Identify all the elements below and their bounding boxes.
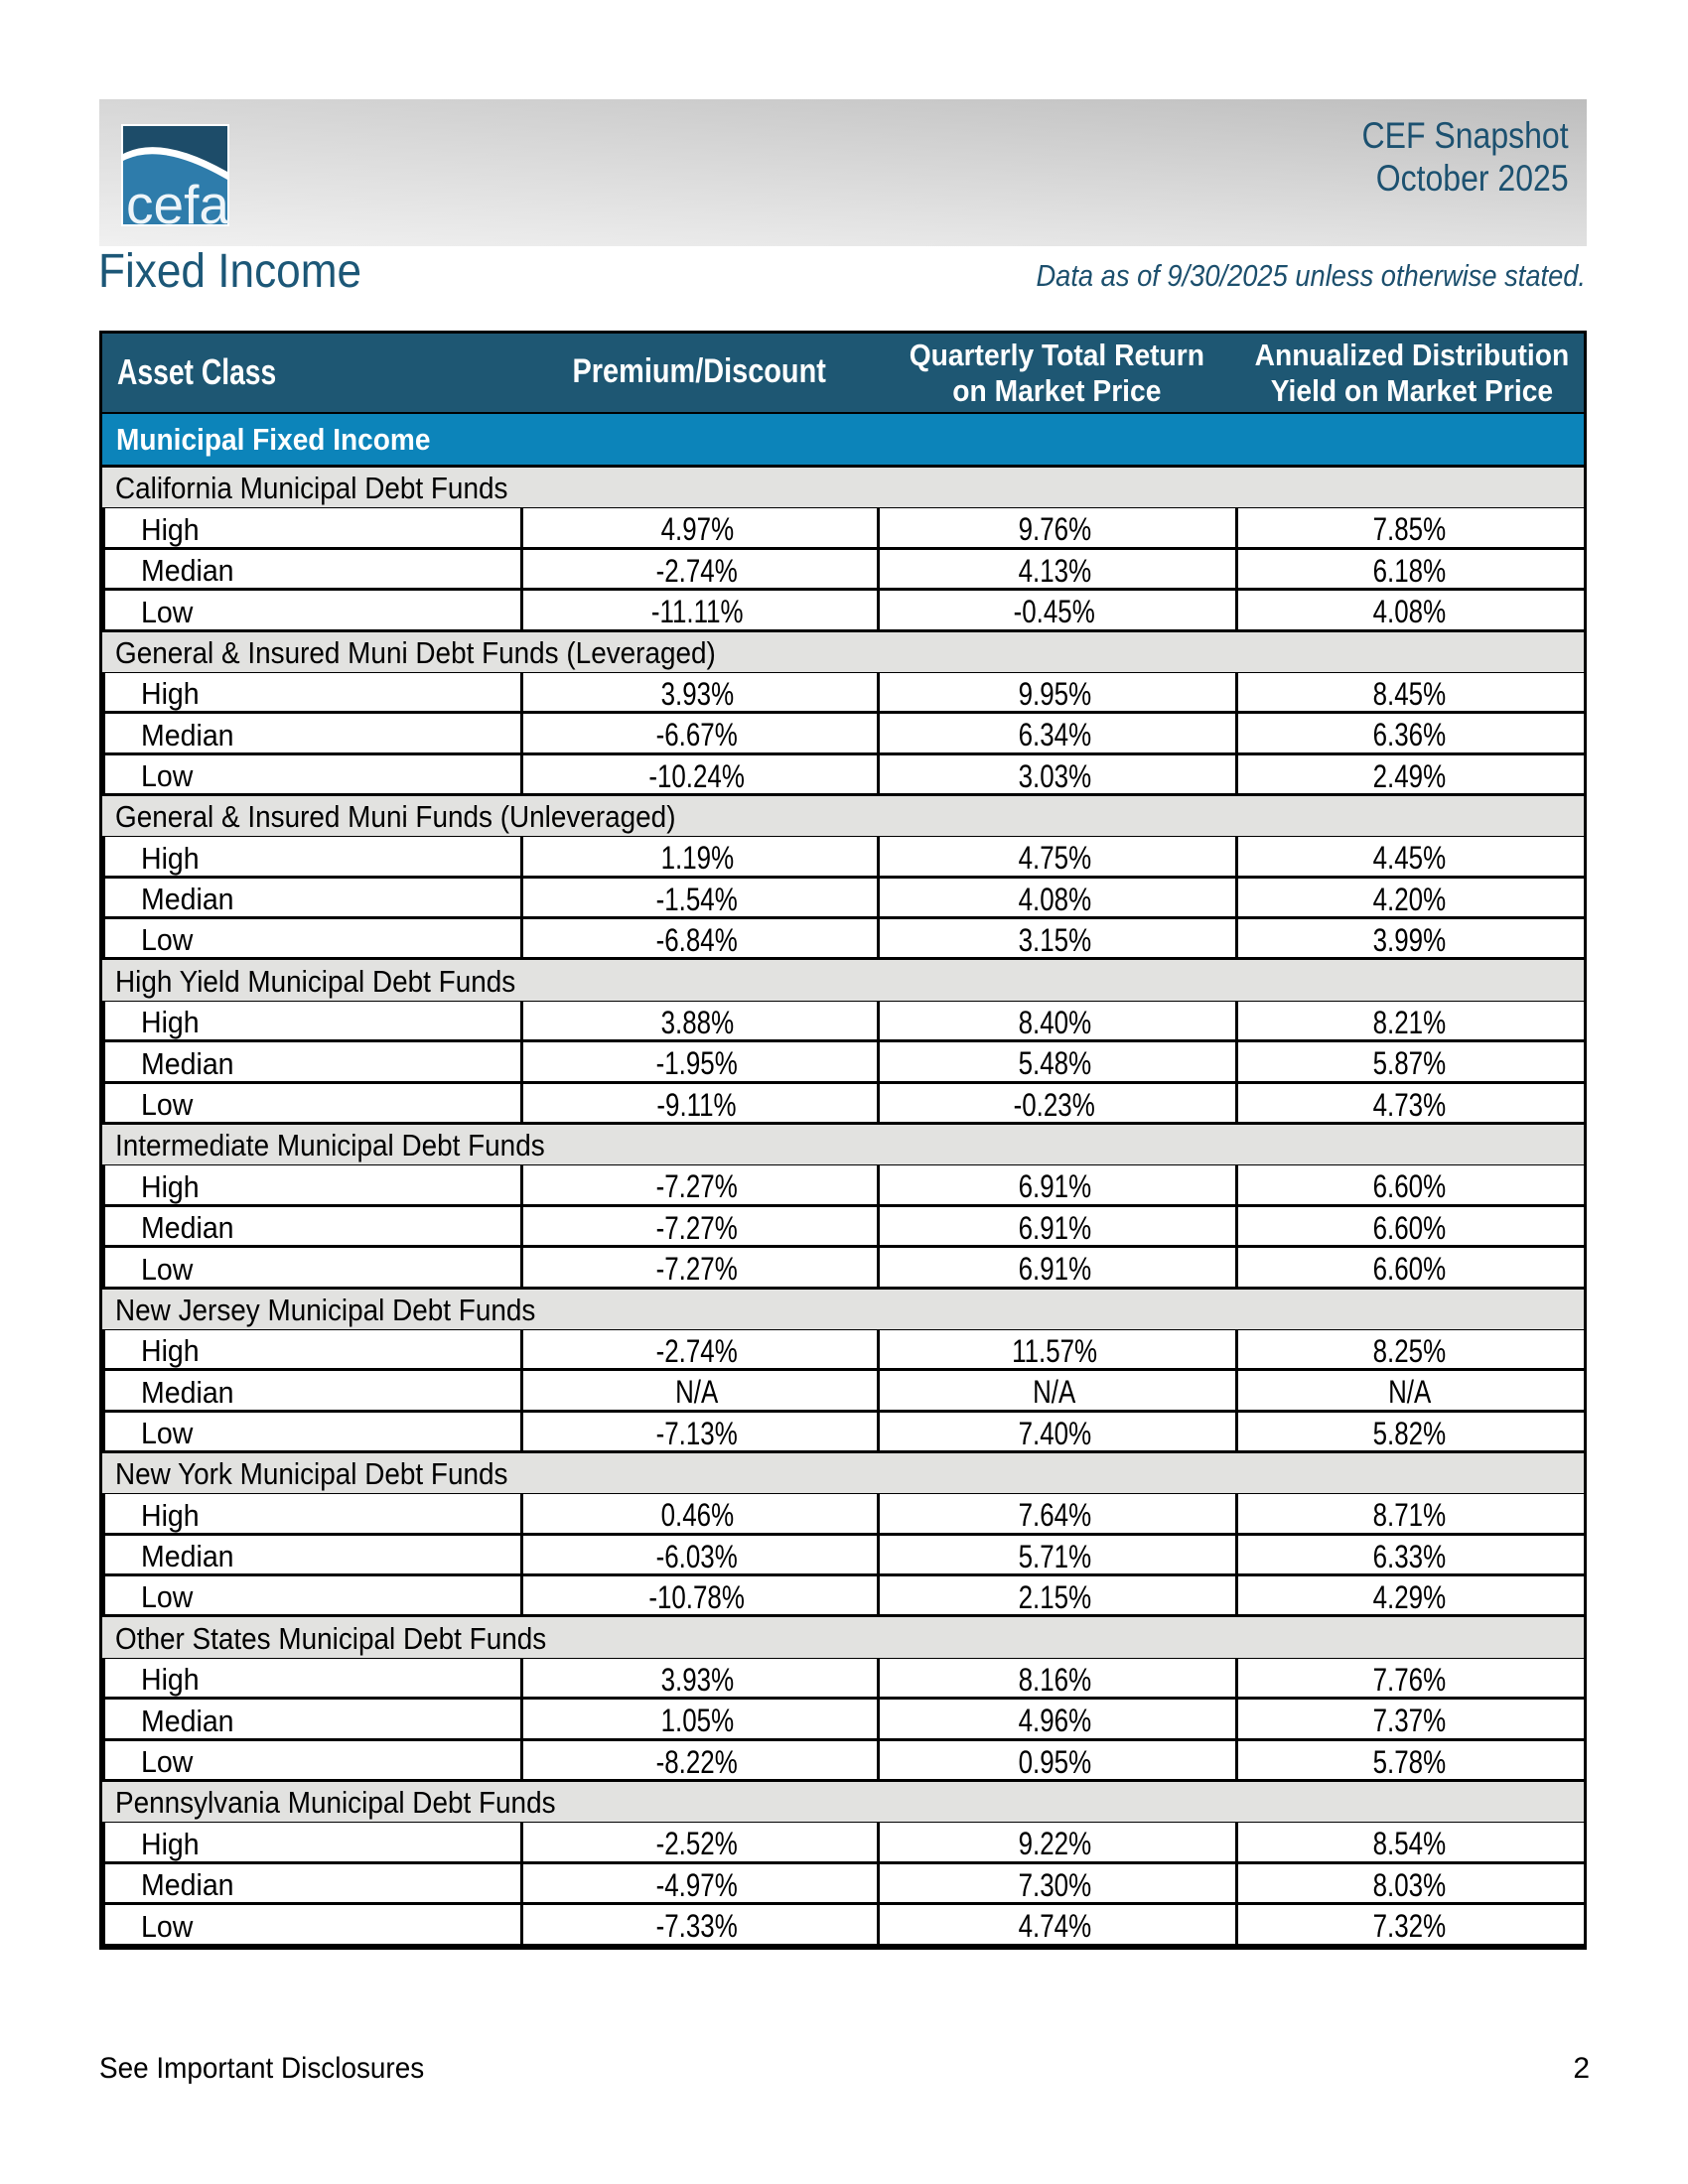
svg-text:cefa: cefa: [126, 174, 229, 226]
